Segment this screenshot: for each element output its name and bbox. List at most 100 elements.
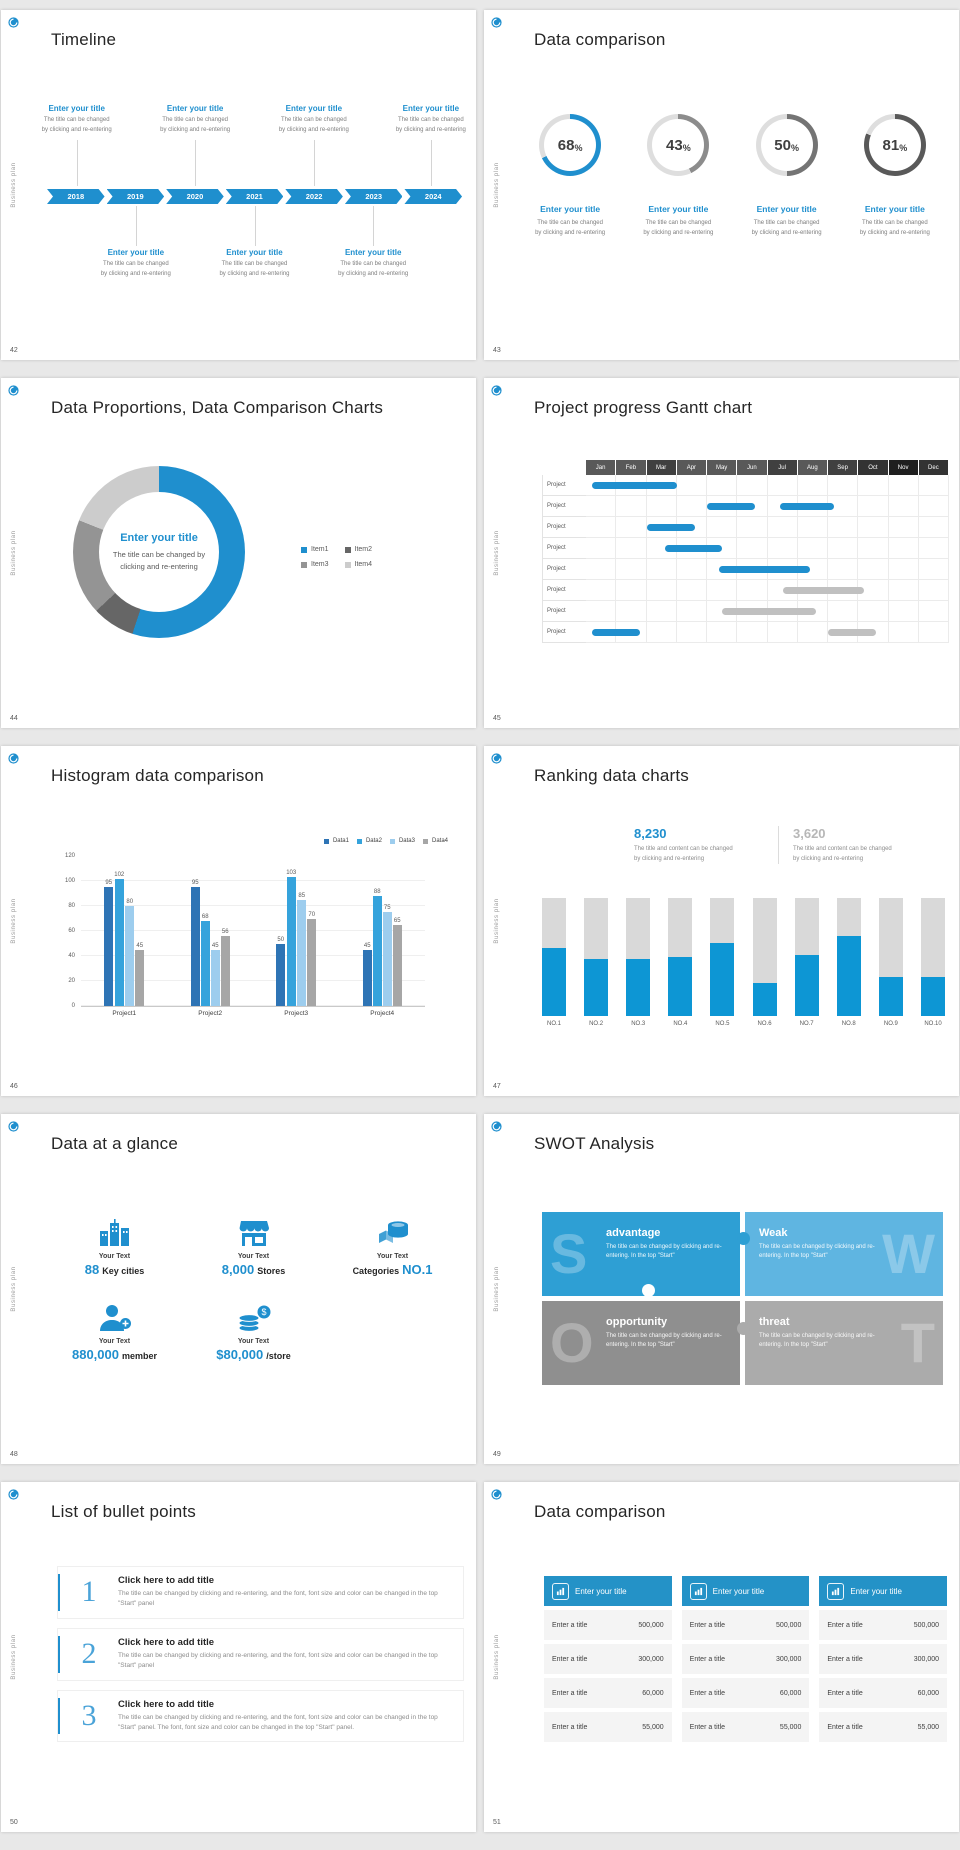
slide-number: 51 bbox=[493, 1819, 501, 1826]
gantt-cell bbox=[888, 601, 919, 622]
business-plan-vertical-label: Business plan bbox=[494, 898, 500, 944]
gantt-cell bbox=[737, 580, 768, 601]
timeline-year: 2023 bbox=[345, 189, 403, 204]
gantt-cell bbox=[918, 475, 949, 496]
stat-value: 8,000 bbox=[221, 1262, 255, 1277]
stat-members: Your Text 880,000 member bbox=[45, 1303, 184, 1362]
gantt-cell bbox=[616, 496, 647, 517]
table-row: Enter a title 300,000 bbox=[544, 1644, 672, 1674]
bar-track bbox=[626, 898, 651, 1016]
stat-unit: member bbox=[121, 1351, 157, 1361]
desc-line: The title can be changed bbox=[102, 261, 169, 267]
legend-swatch bbox=[323, 838, 329, 844]
business-plan-vertical-label: Business plan bbox=[494, 530, 500, 576]
bar: 68 bbox=[200, 914, 210, 1006]
bar: 95 bbox=[104, 880, 114, 1006]
bar-rect bbox=[297, 899, 307, 1006]
gantt-cell bbox=[918, 559, 949, 580]
swot-letter: S bbox=[550, 1222, 588, 1285]
gantt-row-cells bbox=[586, 622, 949, 643]
ring-value: 43 bbox=[666, 136, 683, 154]
gantt-cell bbox=[646, 496, 677, 517]
ring-title: Enter your title bbox=[864, 204, 925, 214]
swot-letter: W bbox=[882, 1222, 935, 1285]
slide-47-ranking[interactable]: Business plan Ranking data charts 8,230 … bbox=[484, 746, 959, 1096]
slide-49-swot[interactable]: Business plan SWOT Analysis S advantage … bbox=[484, 1114, 959, 1464]
slide-43-data-comparison[interactable]: Business plan Data comparison 68% Enter … bbox=[484, 10, 959, 360]
gantt-cell bbox=[858, 517, 889, 538]
stat-label: Your Text bbox=[98, 1253, 131, 1260]
gantt-cell bbox=[858, 496, 889, 517]
desc-line: by clicking and re-entering bbox=[793, 855, 864, 862]
gantt-month-dec: Dec bbox=[918, 460, 949, 475]
slide-50-bullet-points[interactable]: Business plan List of bullet points 1 Cl… bbox=[1, 1482, 476, 1832]
gantt-cell bbox=[707, 538, 738, 559]
bar-value-label: 70 bbox=[308, 911, 316, 918]
swot-letter: T bbox=[900, 1311, 935, 1374]
coins-icon: $ bbox=[238, 1305, 270, 1332]
stat-value: NO.1 bbox=[402, 1262, 433, 1277]
timeline-entry-desc: The title can be changed by clicking and … bbox=[24, 116, 129, 136]
desc-line: by clicking and re-entering bbox=[160, 126, 231, 133]
gantt-bar bbox=[707, 503, 756, 510]
timeline-entry-desc: The title can be changed by clicking and … bbox=[143, 116, 248, 136]
ring-item: 50% Enter your title The title can be ch… bbox=[733, 114, 841, 238]
slide-42-timeline[interactable]: Business plan Timeline Enter your title … bbox=[1, 10, 476, 360]
slide-44-data-proportions[interactable]: Business plan Data Proportions, Data Com… bbox=[1, 378, 476, 728]
stat-categories: Your Text Categories NO.1 bbox=[323, 1218, 462, 1277]
gantt-month-jul: Jul bbox=[767, 460, 798, 475]
bar: 45 bbox=[362, 943, 372, 1006]
gantt-row-cells bbox=[586, 580, 949, 601]
bar-fill bbox=[878, 977, 903, 1016]
desc-line: The title can be changed bbox=[398, 117, 464, 123]
donut-progress-ring: 81% bbox=[863, 114, 926, 176]
bar-group: 50 103 85 70 Project3 bbox=[276, 856, 317, 1017]
gantt-cell bbox=[888, 559, 919, 580]
ring-desc: The title can be changed by clicking and … bbox=[860, 219, 930, 238]
stat-value: 88 bbox=[84, 1262, 100, 1277]
gantt-bar bbox=[779, 503, 835, 510]
ring-desc: The title can be changed by clicking and … bbox=[535, 219, 605, 238]
gantt-cell bbox=[616, 559, 647, 580]
desc-line: by clicking and re-entering bbox=[395, 126, 466, 133]
bar-group: 95 68 45 56 Project2 bbox=[190, 856, 230, 1017]
slide-number: 45 bbox=[493, 715, 501, 722]
bar: 103 bbox=[286, 870, 296, 1006]
bar-value-label: 80 bbox=[126, 899, 134, 905]
ring-title: Enter your title bbox=[540, 204, 601, 214]
x-axis-label: Project2 bbox=[198, 1010, 223, 1017]
slide-45-gantt[interactable]: Business plan Project progress Gantt cha… bbox=[484, 378, 959, 728]
brand-logo-icon bbox=[491, 1121, 502, 1132]
table-row: Enter a title 60,000 bbox=[819, 1678, 948, 1708]
gantt-cell bbox=[828, 538, 859, 559]
gantt-cell bbox=[676, 622, 707, 643]
x-axis-label: NO.6 bbox=[757, 1021, 772, 1027]
gantt-row: Project bbox=[542, 622, 949, 643]
comparison-column-3: Enter your title Enter a title 500,000 En… bbox=[819, 1576, 948, 1742]
row-label: Enter a title bbox=[827, 1689, 863, 1697]
bar: 102 bbox=[114, 872, 124, 1006]
slide-48-data-at-a-glance[interactable]: Business plan Data at a glance Your Text… bbox=[1, 1114, 476, 1464]
bullet-number: 1 bbox=[81, 1575, 97, 1609]
swot-desc: The title can be changed by clicking and… bbox=[759, 1244, 875, 1260]
gantt-cell bbox=[707, 517, 738, 538]
gantt-bar bbox=[719, 566, 810, 573]
slide-46-histogram[interactable]: Business plan Histogram data comparison … bbox=[1, 746, 476, 1096]
city-buildings-icon bbox=[99, 1219, 129, 1246]
gantt-cell bbox=[646, 559, 677, 580]
y-axis-tick: 80 bbox=[68, 903, 75, 909]
gantt-bar bbox=[646, 524, 695, 531]
stats-row: Your Text 88 Key cities Your Text 8,000 St… bbox=[45, 1218, 462, 1277]
bar-value-label: 103 bbox=[286, 870, 297, 877]
bar-rect bbox=[372, 896, 382, 1006]
slide-51-data-comparison[interactable]: Business plan Data comparison Enter your… bbox=[484, 1482, 959, 1832]
bullet-number: 3 bbox=[81, 1698, 97, 1732]
bar-track bbox=[794, 898, 819, 1016]
ranking-highlights: 8,230 The title and content can be chang… bbox=[634, 826, 923, 865]
timeline-entry-title: Enter your title bbox=[261, 104, 366, 113]
gantt-cell bbox=[828, 475, 859, 496]
gantt-month-sep: Sep bbox=[828, 460, 859, 475]
bar-value-label: 75 bbox=[383, 905, 391, 912]
gantt-cell bbox=[676, 580, 707, 601]
